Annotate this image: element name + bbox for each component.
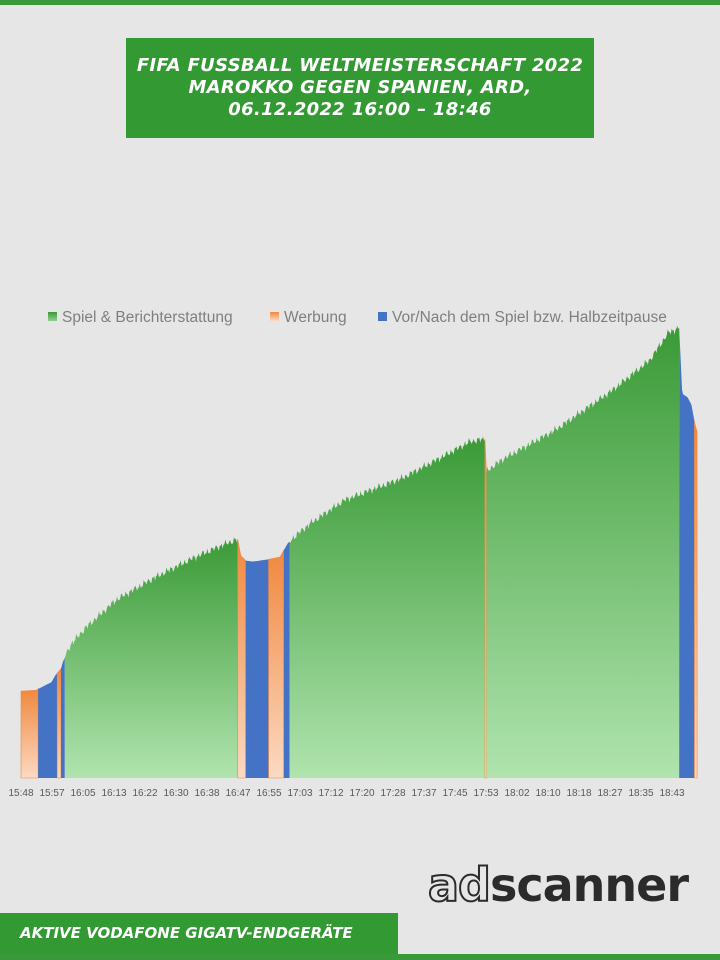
x-tick-label: 16:13 <box>101 788 126 799</box>
chart-title-box: FIFA FUSSBALL WELTMEISTERSCHAFT 2022 MAR… <box>126 38 594 138</box>
title-line-3: 06.12.2022 16:00 – 18:46 <box>228 99 492 120</box>
x-tick-label: 16:38 <box>194 788 219 799</box>
x-tick-label: 16:05 <box>70 788 95 799</box>
segment-spiel-11 <box>486 326 680 778</box>
x-tick-label: 18:27 <box>597 788 622 799</box>
logo-part-scanner: scanner <box>489 858 689 912</box>
footer-label: AKTIVE VODAFONE GIGATV-ENDGERÄTE <box>20 924 353 942</box>
segment-pause-6 <box>245 559 269 778</box>
x-tick-label: 17:53 <box>473 788 498 799</box>
legend-swatch-spiel <box>48 312 57 321</box>
x-tick-label: 15:57 <box>39 788 64 799</box>
x-tick-label: 17:03 <box>287 788 312 799</box>
x-tick-label: 17:28 <box>380 788 405 799</box>
title-line-1: FIFA FUSSBALL WELTMEISTERSCHAFT 2022 <box>136 55 584 76</box>
x-tick-label: 18:43 <box>659 788 684 799</box>
segment-pause-8 <box>283 541 290 778</box>
segment-spiel-4 <box>64 537 238 778</box>
segment-pause-12 <box>679 328 695 778</box>
x-tick-label: 18:02 <box>504 788 529 799</box>
segment-pause-3 <box>60 657 65 778</box>
x-tick-label: 17:20 <box>349 788 374 799</box>
x-tick-label: 16:55 <box>256 788 281 799</box>
chart-segments <box>20 326 698 779</box>
x-tick-label: 18:10 <box>535 788 560 799</box>
x-tick-label: 16:22 <box>132 788 157 799</box>
bottom-accent-bar <box>0 954 720 960</box>
x-tick-label: 18:18 <box>566 788 591 799</box>
segment-werbung-5 <box>237 538 247 779</box>
legend-swatch-werbung <box>270 312 279 321</box>
x-tick-label: 17:45 <box>442 788 467 799</box>
segment-werbung-7 <box>268 549 285 779</box>
segment-werbung-2 <box>56 667 62 779</box>
legend-label-pause: Vor/Nach dem Spiel bzw. Halbzeitpause <box>392 309 667 326</box>
title-line-2: MAROKKO GEGEN SPANIEN, ARD, <box>188 77 532 98</box>
chart-legend: Spiel & Berichterstattung Werbung Vor/Na… <box>48 309 667 326</box>
x-tick-label: 16:30 <box>163 788 188 799</box>
footer-label-box: AKTIVE VODAFONE GIGATV-ENDGERÄTE <box>0 913 398 954</box>
adscanner-logo: adscanner <box>427 857 698 913</box>
legend-label-spiel: Spiel & Berichterstattung <box>62 309 233 326</box>
top-accent-bar <box>0 0 720 5</box>
segment-werbung-0 <box>20 688 39 779</box>
x-tick-label: 18:35 <box>628 788 653 799</box>
segment-werbung-13 <box>694 421 698 779</box>
x-tick-label: 15:48 <box>8 788 33 799</box>
x-tick-label: 17:37 <box>411 788 436 799</box>
segment-pause-1 <box>38 673 58 778</box>
x-axis-ticks: 15:48 15:57 16:05 16:13 16:22 16:30 16:38 16:47… <box>8 788 684 799</box>
legend-swatch-pause <box>378 312 387 321</box>
legend-label-werbung: Werbung <box>284 309 347 326</box>
segment-spiel-9 <box>289 436 485 778</box>
segment-werbung-10 <box>484 439 487 779</box>
logo-part-ad: ad <box>427 857 492 913</box>
x-tick-label: 16:47 <box>225 788 250 799</box>
x-tick-label: 17:12 <box>318 788 343 799</box>
